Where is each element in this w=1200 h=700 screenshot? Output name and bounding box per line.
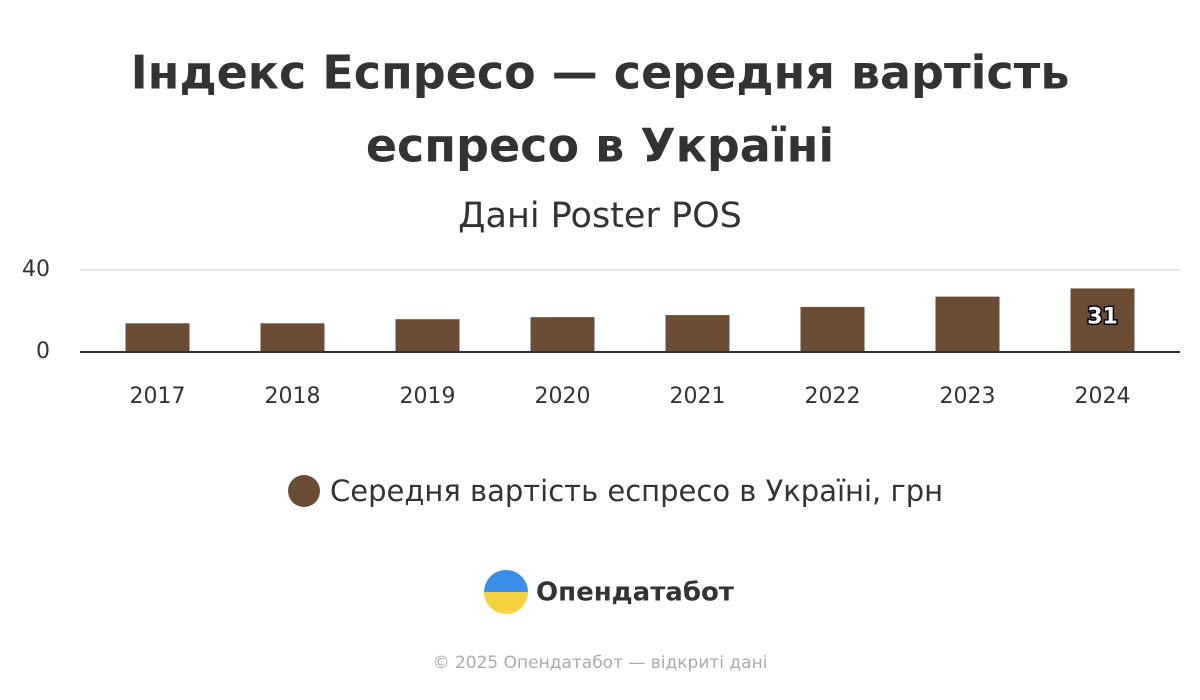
logo: Опендатабот [484,570,734,614]
data-label: 31 [1087,304,1118,329]
footer: © 2025 Опендатабот — відкриті дані [433,653,768,673]
x-tick-label: 2017 [130,384,186,409]
legend-marker [288,475,320,507]
x-tick-label: 2024 [1075,384,1131,409]
x-tick-label: 2018 [265,384,321,409]
chart-title: Індекс Еспресо — середня вартість [131,46,1070,100]
bar [395,319,460,352]
bar [260,323,325,352]
bar [665,315,730,352]
y-tick-label: 40 [22,257,50,282]
x-tick-label: 2022 [805,384,861,409]
x-tick-label: 2021 [670,384,726,409]
legend-label: Середня вартість еспресо в Україні, грн [330,474,943,508]
logo-text: Опендатабот [536,578,734,608]
bar [530,317,595,352]
x-tick-label: 2019 [400,384,456,409]
y-tick-label: 0 [36,339,50,364]
bar [800,306,865,352]
x-tick-label: 2020 [535,384,591,409]
logo-icon [484,570,528,614]
bar [125,323,190,352]
x-tick-label: 2023 [940,384,996,409]
bar [1070,288,1135,352]
chart-title: еспресо в Україні [366,119,834,173]
bar [935,296,1000,352]
chart-subtitle: Дані Poster POS [458,196,742,236]
